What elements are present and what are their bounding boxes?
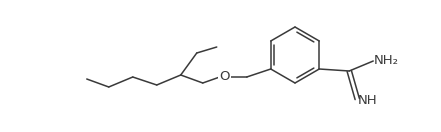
Text: NH₂: NH₂ [374, 55, 399, 67]
Text: O: O [220, 70, 230, 84]
Text: NH: NH [358, 95, 378, 107]
